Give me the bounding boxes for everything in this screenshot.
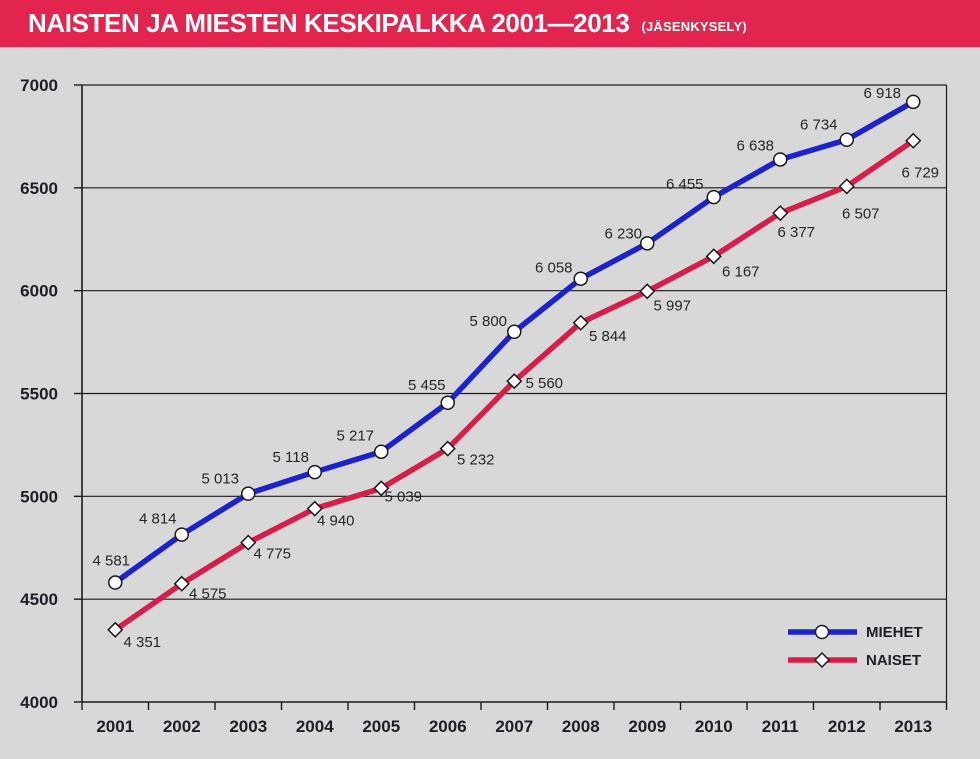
point-naiset-2008 <box>572 314 589 331</box>
data-label-miehet-2010: 6 455 <box>666 176 704 193</box>
data-label-naiset-2001: 4 351 <box>123 634 161 651</box>
x-tick-label-2012: 2012 <box>828 717 866 736</box>
series-miehet-line <box>112 99 916 586</box>
point-naiset-2003 <box>240 534 257 551</box>
point-miehet-2008 <box>573 271 588 286</box>
point-miehet-2010 <box>706 189 721 205</box>
point-naiset-2006 <box>439 440 456 457</box>
data-label-miehet-2012: 6 734 <box>800 117 838 134</box>
data-label-miehet-2004: 5 118 <box>273 449 309 466</box>
data-label-naiset-2009: 5 997 <box>653 297 691 314</box>
x-tick-label-2004: 2004 <box>296 717 334 736</box>
data-label-miehet-2009: 6 230 <box>604 225 642 242</box>
x-tick-label-2009: 2009 <box>628 717 666 736</box>
data-label-naiset-2012: 6 507 <box>842 205 880 222</box>
y-tick-label: 5500 <box>20 385 58 404</box>
point-miehet-2005 <box>374 444 389 459</box>
legend-marker-naiset <box>813 651 831 669</box>
point-naiset-2009 <box>639 283 656 300</box>
data-label-naiset-2005: 5 039 <box>384 488 422 505</box>
x-tick-label-2005: 2005 <box>362 717 400 736</box>
point-naiset-2007 <box>506 373 523 390</box>
x-tick-label-2013: 2013 <box>894 717 932 736</box>
y-tick-label: 4500 <box>20 590 58 609</box>
point-naiset-2001 <box>107 621 124 638</box>
data-label-miehet-2008: 6 058 <box>535 260 573 277</box>
x-tick-label-2003: 2003 <box>229 717 267 736</box>
data-label-miehet-2001: 4 581 <box>92 553 130 570</box>
data-label-naiset-2002: 4 575 <box>189 586 227 603</box>
y-tick-label: 5000 <box>20 487 58 506</box>
data-label-miehet-2013: 6 918 <box>863 85 901 102</box>
data-label-naiset-2008: 5 844 <box>589 328 627 345</box>
page-subtitle: (JÄSENKYSELY) <box>641 19 747 34</box>
point-naiset-2012 <box>838 178 855 195</box>
data-label-naiset-2007: 5 560 <box>525 375 563 392</box>
x-tick-label-2011: 2011 <box>762 717 799 736</box>
y-tick-label: 7000 <box>20 76 58 95</box>
x-tick-label-2002: 2002 <box>163 717 201 736</box>
point-naiset-2005 <box>373 480 390 497</box>
y-tick-label: 4000 <box>20 693 58 712</box>
point-miehet-2001 <box>108 575 123 590</box>
point-miehet-2009 <box>640 236 655 251</box>
data-label-naiset-2013: 6 729 <box>901 165 939 182</box>
data-label-miehet-2005: 5 217 <box>336 428 374 445</box>
point-miehet-2006 <box>440 395 455 411</box>
point-miehet-2002 <box>174 527 189 542</box>
data-label-miehet-2011: 6 638 <box>736 137 774 154</box>
data-label-miehet-2007: 5 800 <box>469 313 507 330</box>
point-naiset-2011 <box>772 205 789 222</box>
point-miehet-2004 <box>307 464 322 480</box>
point-naiset-2002 <box>173 575 190 592</box>
y-tick-label: 6500 <box>20 179 58 198</box>
legend-marker-miehet <box>814 624 830 640</box>
point-naiset-2013 <box>905 132 922 149</box>
legend-label-naiset: NAISET <box>866 652 921 669</box>
point-miehet-2007 <box>507 324 522 340</box>
data-label-miehet-2006: 5 455 <box>408 377 446 394</box>
x-tick-label-2006: 2006 <box>429 717 467 736</box>
page-title: NAISTEN JA MIESTEN KESKIPALKKA 2001—2013 <box>28 8 630 38</box>
point-naiset-2004 <box>306 500 323 517</box>
x-tick-label-2008: 2008 <box>562 717 600 736</box>
data-label-naiset-2010: 6 167 <box>722 263 760 280</box>
data-label-naiset-2006: 5 232 <box>457 452 495 469</box>
x-tick-label-2001: 2001 <box>96 717 134 736</box>
data-label-naiset-2004: 4 940 <box>317 513 355 530</box>
data-label-naiset-2011: 6 377 <box>777 224 815 241</box>
title-bar: NAISTEN JA MIESTEN KESKIPALKKA 2001—2013… <box>0 0 980 47</box>
point-naiset-2010 <box>705 248 722 265</box>
point-miehet-2011 <box>773 152 788 167</box>
data-label-miehet-2002: 4 814 <box>139 511 177 528</box>
point-miehet-2013 <box>906 94 921 110</box>
y-tick-label: 6000 <box>20 282 58 301</box>
legend-label-miehet: MIEHET <box>866 624 923 641</box>
data-label-miehet-2003: 5 013 <box>201 471 239 488</box>
point-miehet-2012 <box>839 132 854 147</box>
point-miehet-2003 <box>241 486 256 501</box>
data-label-naiset-2003: 4 775 <box>253 546 291 563</box>
x-tick-label-2010: 2010 <box>695 717 733 736</box>
x-tick-label-2007: 2007 <box>495 717 533 736</box>
